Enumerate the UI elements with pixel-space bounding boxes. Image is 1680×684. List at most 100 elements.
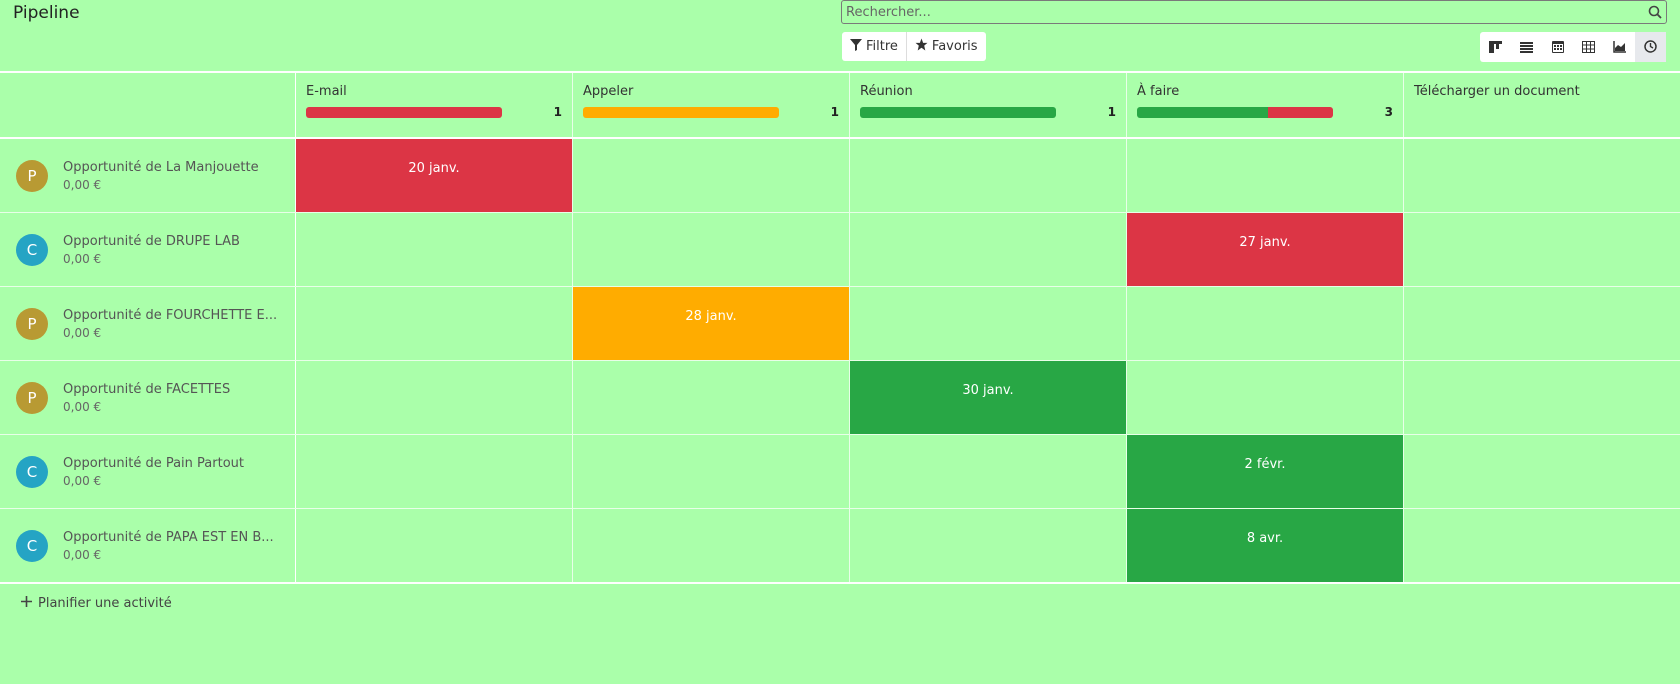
- activity-cell[interactable]: 27 janv.: [1127, 213, 1404, 286]
- record-cell[interactable]: P Opportunité de FACETTES 0,00 €: [0, 361, 296, 434]
- progress-bar[interactable]: [583, 106, 779, 118]
- activity-date-cell[interactable]: 27 janv.: [1127, 213, 1403, 286]
- progress-segment-planned[interactable]: [1137, 106, 1269, 118]
- activity-cell[interactable]: [850, 509, 1127, 582]
- record-name: Opportunité de La Manjouette: [63, 159, 259, 175]
- calendar-view-icon: [1551, 38, 1564, 57]
- avatar[interactable]: C: [16, 529, 48, 562]
- avatar[interactable]: P: [16, 381, 48, 414]
- progress-segment-planned[interactable]: [860, 106, 1056, 118]
- activity-cell[interactable]: [296, 213, 573, 286]
- plus-icon: [21, 596, 32, 611]
- activity-cell[interactable]: 30 janv.: [850, 361, 1127, 434]
- record-amount: 0,00 €: [63, 325, 102, 340]
- graph-view-button[interactable]: [1604, 32, 1635, 62]
- clock-icon: [1644, 38, 1657, 57]
- progress-bar[interactable]: [1137, 106, 1333, 118]
- record-name: Opportunité de FACETTES: [63, 381, 231, 397]
- activity-cell[interactable]: [1404, 139, 1680, 212]
- record-row: P Opportunité de FACETTES 0,00 € 30 janv.: [0, 361, 1680, 435]
- kanban-view-icon: [1489, 38, 1502, 57]
- activity-cell[interactable]: [1404, 213, 1680, 286]
- avatar[interactable]: C: [16, 233, 48, 266]
- search-icon[interactable]: [1644, 5, 1666, 19]
- list-view-icon: [1520, 38, 1533, 57]
- activity-date-cell[interactable]: 30 janv.: [850, 361, 1126, 434]
- activity-cell[interactable]: [296, 361, 573, 434]
- activity-cell[interactable]: [850, 435, 1127, 508]
- activity-date-cell[interactable]: 2 févr.: [1127, 435, 1403, 508]
- column-name: Télécharger un document: [1414, 84, 1580, 99]
- column-header[interactable]: Réunion 1: [850, 73, 1127, 137]
- page-title: Pipeline: [13, 3, 80, 23]
- activity-cell[interactable]: [850, 139, 1127, 212]
- progress-segment-overdue[interactable]: [1268, 106, 1333, 118]
- activity-cell[interactable]: [850, 213, 1127, 286]
- schedule-activity-button[interactable]: Planifier une activité: [21, 596, 172, 611]
- activity-date-cell[interactable]: 8 avr.: [1127, 509, 1403, 582]
- pivot-view-icon: [1582, 38, 1595, 57]
- avatar[interactable]: P: [16, 307, 48, 340]
- activity-cell[interactable]: [1404, 287, 1680, 360]
- activity-cell[interactable]: [573, 213, 850, 286]
- pivot-view-button[interactable]: [1573, 32, 1604, 62]
- record-cell[interactable]: C Opportunité de PAPA EST EN B... 0,00 €: [0, 509, 296, 582]
- column-name: À faire: [1137, 84, 1180, 99]
- column-header[interactable]: Appeler 1: [573, 73, 850, 137]
- kanban-view-button[interactable]: [1480, 32, 1511, 62]
- favorites-label: Favoris: [931, 39, 978, 54]
- activity-cell[interactable]: [573, 361, 850, 434]
- activity-cell[interactable]: [296, 509, 573, 582]
- progress-segment-overdue[interactable]: [306, 106, 502, 118]
- avatar[interactable]: C: [16, 455, 48, 488]
- activity-cell[interactable]: [573, 139, 850, 212]
- record-amount: 0,00 €: [63, 251, 102, 266]
- star-icon: [915, 38, 928, 55]
- progress-bar[interactable]: [306, 106, 502, 118]
- record-amount: 0,00 €: [63, 399, 102, 414]
- activity-cell[interactable]: [1127, 287, 1404, 360]
- activity-cell[interactable]: [573, 509, 850, 582]
- record-cell[interactable]: P Opportunité de FOURCHETTE E... 0,00 €: [0, 287, 296, 360]
- activity-cell[interactable]: [296, 287, 573, 360]
- activity-cell[interactable]: [1404, 435, 1680, 508]
- record-row: C Opportunité de DRUPE LAB 0,00 € 27 janv.: [0, 213, 1680, 287]
- column-header[interactable]: Télécharger un document: [1404, 73, 1680, 137]
- schedule-activity-label: Planifier une activité: [38, 596, 172, 611]
- list-view-button[interactable]: [1511, 32, 1542, 62]
- activity-cell[interactable]: [1404, 509, 1680, 582]
- activity-cell[interactable]: [1127, 361, 1404, 434]
- avatar[interactable]: P: [16, 159, 48, 192]
- progress-segment-today[interactable]: [583, 106, 779, 118]
- column-header[interactable]: À faire 3: [1127, 73, 1404, 137]
- column-count: 1: [830, 105, 839, 119]
- record-cell[interactable]: C Opportunité de DRUPE LAB 0,00 €: [0, 213, 296, 286]
- progress-bar[interactable]: [860, 106, 1056, 118]
- activity-cell[interactable]: [850, 287, 1127, 360]
- search-bar[interactable]: [841, 0, 1667, 24]
- record-cell[interactable]: C Opportunité de Pain Partout 0,00 €: [0, 435, 296, 508]
- activity-cell[interactable]: [573, 435, 850, 508]
- grid-corner: [0, 73, 296, 137]
- calendar-view-button[interactable]: [1542, 32, 1573, 62]
- record-name: Opportunité de DRUPE LAB: [63, 233, 240, 249]
- activity-cell[interactable]: 28 janv.: [573, 287, 850, 360]
- record-row: C Opportunité de Pain Partout 0,00 € 2 févr…: [0, 435, 1680, 509]
- favorites-button[interactable]: Favoris: [905, 32, 986, 61]
- activity-date-cell[interactable]: 28 janv.: [573, 287, 849, 360]
- search-input[interactable]: [842, 4, 1644, 20]
- activity-cell[interactable]: 2 févr.: [1127, 435, 1404, 508]
- record-row: C Opportunité de PAPA EST EN B... 0,00 € 8 …: [0, 509, 1680, 584]
- activity-cell[interactable]: 20 janv.: [296, 139, 573, 212]
- activity-date-cell[interactable]: 20 janv.: [296, 139, 572, 212]
- activity-cell[interactable]: [296, 435, 573, 508]
- record-cell[interactable]: P Opportunité de La Manjouette 0,00 €: [0, 139, 296, 212]
- activity-cell[interactable]: [1127, 139, 1404, 212]
- grid-header: E-mail 1 Appeler 1 Réunion 1 À faire 3 T…: [0, 73, 1680, 139]
- activity-cell[interactable]: [1404, 361, 1680, 434]
- activity-view-button[interactable]: [1635, 32, 1666, 62]
- activity-cell[interactable]: 8 avr.: [1127, 509, 1404, 582]
- column-header[interactable]: E-mail 1: [296, 73, 573, 137]
- filter-button[interactable]: Filtre: [842, 32, 906, 61]
- record-amount: 0,00 €: [63, 177, 102, 192]
